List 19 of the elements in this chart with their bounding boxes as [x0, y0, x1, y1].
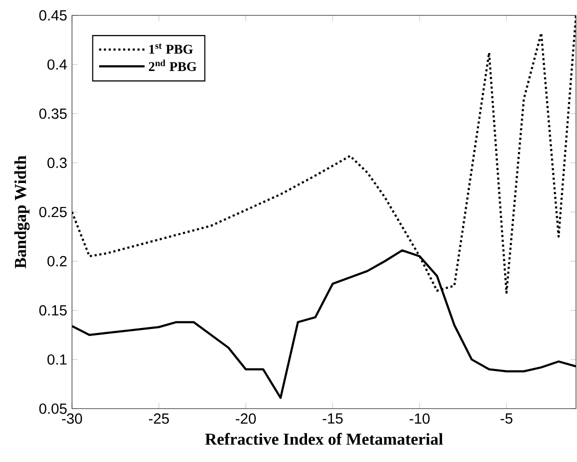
x-tick-label: -5 [500, 413, 512, 424]
legend-label: 2$^{nd}$ PBG [148, 60, 196, 72]
x-tick-label: -20 [236, 413, 256, 424]
x-tick-label: -10 [410, 413, 430, 424]
y-tick-label: 0.4 [47, 59, 67, 70]
y-axis-title: Bandgap Width [14, 156, 30, 268]
x-tick-label: -25 [148, 413, 169, 424]
y-tick-label: 0.2 [47, 256, 67, 266]
y-tick-label: 0.35 [39, 108, 67, 119]
y-tick-label: 0.3 [47, 158, 67, 168]
y-tick-label: 0.15 [39, 305, 67, 316]
y-tick-label: 0.25 [39, 206, 67, 218]
y-tick-label: 0.1 [47, 354, 67, 365]
x-tick-label: -15 [322, 413, 343, 424]
x-axis-title: Refractive Index of Metamaterial [205, 432, 443, 445]
y-tick-label: 0.05 [39, 403, 67, 414]
x-tick-label: -30 [62, 413, 82, 424]
legend-label: 1$^{st}$ PBG [149, 44, 193, 54]
y-tick-label: 0.45 [39, 10, 67, 21]
